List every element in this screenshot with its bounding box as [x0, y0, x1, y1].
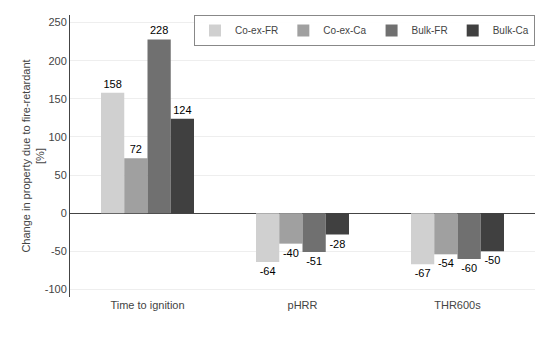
svg-text:-64: -64	[260, 265, 276, 277]
svg-text:0: 0	[61, 207, 67, 219]
svg-text:72: 72	[130, 143, 142, 155]
svg-text:Co-ex-Ca: Co-ex-Ca	[323, 25, 366, 36]
svg-text:Bulk-FR: Bulk-FR	[412, 25, 448, 36]
svg-text:228: 228	[150, 24, 168, 36]
svg-text:-60: -60	[461, 262, 477, 274]
svg-text:THR600s: THR600s	[434, 299, 481, 311]
svg-text:-67: -67	[415, 267, 431, 279]
svg-text:Time to ignition: Time to ignition	[110, 299, 184, 311]
svg-text:-51: -51	[306, 255, 322, 267]
svg-text:158: 158	[103, 78, 121, 90]
svg-text:Bulk-Ca: Bulk-Ca	[493, 25, 529, 36]
svg-text:pHRR: pHRR	[288, 299, 318, 311]
svg-text:-40: -40	[283, 247, 299, 259]
svg-text:124: 124	[173, 104, 191, 116]
svg-text:250: 250	[48, 16, 66, 28]
svg-text:-54: -54	[438, 257, 454, 269]
svg-text:-50: -50	[51, 245, 67, 257]
svg-text:Change in property due to fire: Change in property due to fire-retardant…	[20, 59, 46, 252]
svg-text:-28: -28	[329, 238, 345, 250]
svg-text:100: 100	[48, 131, 66, 143]
svg-text:50: 50	[55, 169, 67, 181]
svg-text:-100: -100	[45, 283, 67, 295]
svg-text:200: 200	[48, 55, 66, 67]
svg-text:Co-ex-FR: Co-ex-FR	[235, 25, 278, 36]
svg-text:150: 150	[48, 93, 66, 105]
svg-text:-50: -50	[484, 254, 500, 266]
